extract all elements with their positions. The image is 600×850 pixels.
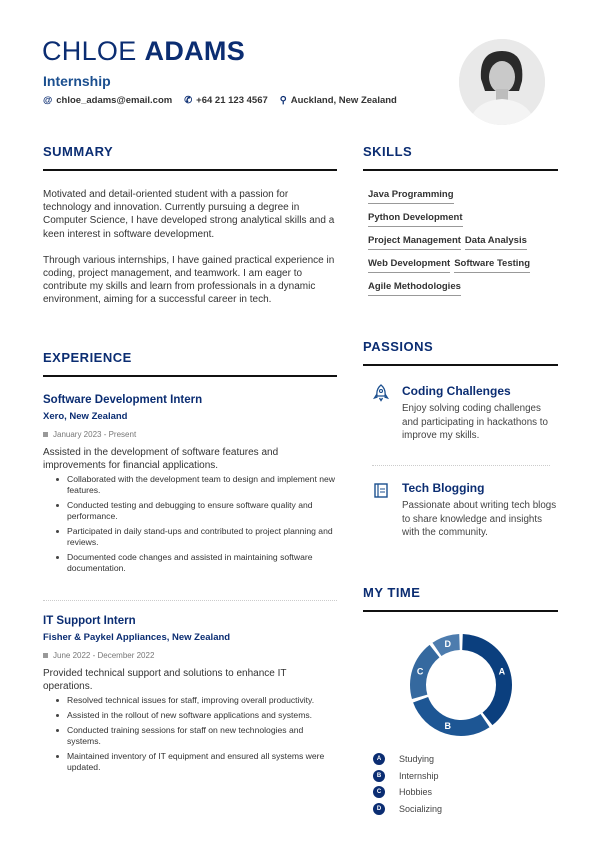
summary-heading: SUMMARY (43, 144, 114, 159)
job-bullets: Resolved technical issues for staff, imp… (56, 695, 337, 773)
job-description: Assisted in the development of software … (43, 447, 279, 471)
passions-section: PASSIONS (363, 339, 558, 366)
list-item: Resolved technical issues for staff, imp… (56, 695, 337, 706)
passion-description: Enjoy solving coding challenges and part… (402, 403, 548, 441)
date-range: January 2023 - Present (43, 430, 337, 439)
list-item: Collaborated with the development team t… (56, 474, 335, 495)
donut-slice-A (462, 634, 512, 726)
experience-entry: IT Support Intern Fisher & Paykel Applia… (43, 615, 337, 777)
contact-info: @ chloe_adams@email.com ✆ +64 21 123 4567 … (43, 95, 397, 106)
rocket-icon (372, 384, 390, 407)
phone[interactable]: ✆ +64 21 123 4567 (184, 95, 268, 106)
donut-label: D (444, 639, 451, 649)
at-icon: @ (43, 95, 53, 106)
job-title: IT Support Intern (43, 615, 136, 627)
summary-paragraph: Through various internships, I have gain… (43, 254, 335, 306)
list-item: Maintained inventory of IT equipment and… (56, 751, 337, 773)
passion-title: Coding Challenges (402, 384, 511, 398)
passions-heading: PASSIONS (363, 339, 434, 354)
donut-label: A (499, 667, 506, 677)
list-item: Conducted training sessions for staff on… (56, 725, 337, 747)
job-bullets: Collaborated with the development team t… (56, 474, 337, 574)
job-target: Internship (43, 73, 111, 89)
list-item: Assisted in the rollout of new software … (56, 710, 337, 721)
company: Xero, New Zealand (43, 411, 128, 422)
divider (363, 169, 558, 171)
divider (372, 465, 550, 466)
date-range: June 2022 - December 2022 (43, 651, 337, 660)
skill-tag: Python Development (368, 212, 558, 227)
skill-tag: Project Management (368, 235, 461, 250)
time-donut-chart: A B C D (410, 634, 512, 736)
list-item: Conducted testing and debugging to ensur… (56, 500, 337, 522)
legend-badge: A (373, 753, 385, 766)
donut-label: B (444, 721, 451, 731)
skill-tag: Software Testing (454, 258, 531, 273)
donut-label: C (417, 667, 424, 677)
passion-title: Tech Blogging (402, 481, 485, 495)
experience-section: EXPERIENCE (43, 350, 337, 377)
legend-item: A Studying (373, 751, 442, 768)
passion-item: Tech Blogging Passionate about writing t… (402, 481, 558, 540)
summary-paragraph: Motivated and detail-oriented student wi… (43, 189, 335, 240)
legend-item: D Socializing (373, 801, 442, 818)
list-item: Documented code changes and assisted in … (56, 552, 337, 574)
skills-heading: SKILLS (363, 144, 413, 159)
divider (363, 364, 558, 366)
skills-list: Java Programming Python Development Proj… (368, 189, 558, 296)
profile-photo (459, 39, 545, 125)
location: ⚲ Auckland, New Zealand (279, 95, 397, 106)
experience-heading: EXPERIENCE (43, 350, 132, 365)
phone-icon: ✆ (184, 95, 193, 106)
legend-item: B Internship (373, 768, 442, 785)
experience-entry: Software Development Intern Xero, New Ze… (43, 394, 337, 578)
passion-description: Passionate about writing tech blogs to s… (402, 500, 557, 538)
skill-tag: Web Development (368, 258, 451, 273)
donut-slice-D (432, 634, 460, 656)
company: Fisher & Paykel Appliances, New Zealand (43, 632, 231, 643)
email[interactable]: @ chloe_adams@email.com (43, 95, 173, 106)
divider (43, 169, 337, 171)
skill-tag: Agile Methodologies (368, 281, 558, 296)
legend-badge: B (373, 769, 385, 782)
divider (43, 375, 337, 377)
notebook-icon (374, 483, 388, 503)
skill-tag: Data Analysis (464, 235, 527, 250)
legend-badge: D (373, 802, 385, 815)
legend-badge: C (373, 786, 385, 799)
calendar-icon (43, 653, 48, 658)
job-description: Provided technical support and solutions… (43, 668, 287, 692)
location-pin-icon: ⚲ (279, 95, 287, 106)
donut-slice-C (410, 644, 440, 700)
passion-item: Coding Challenges Enjoy solving coding c… (402, 384, 558, 443)
list-item: Participated in daily stand-ups and cont… (56, 526, 337, 548)
skills-section: SKILLS (363, 144, 558, 171)
divider (363, 610, 558, 612)
skill-tag: Java Programming (368, 189, 558, 204)
summary-section: SUMMARY Motivated and detail-oriented st… (43, 144, 337, 307)
donut-slice-B (413, 696, 490, 736)
my-time-section: MY TIME (363, 585, 558, 612)
divider (43, 600, 337, 601)
job-title: Software Development Intern (43, 394, 203, 406)
my-time-heading: MY TIME (363, 585, 421, 600)
chart-legend: A Studying B Internship C Hobbies D Socializ… (373, 751, 442, 817)
candidate-name: CHLOE ADAMS (42, 36, 246, 66)
calendar-icon (43, 432, 48, 437)
legend-item: C Hobbies (373, 784, 442, 801)
